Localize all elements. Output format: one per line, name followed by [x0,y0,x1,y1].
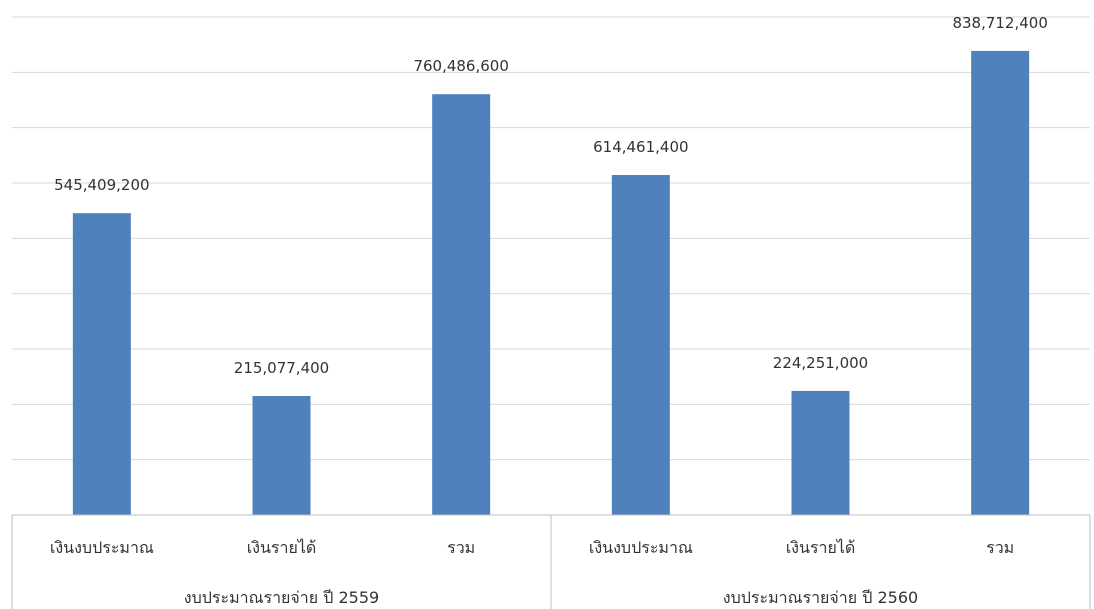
bars [72,50,1030,515]
category-tick-label: เงินรายได้ [247,538,317,557]
bar [611,174,670,515]
data-labels: 545,409,200 215,077,400 760,486,600 614,461… [54,14,1048,377]
data-label: 545,409,200 [54,176,149,194]
bar [791,390,850,515]
data-label: 224,251,000 [773,354,868,372]
bar [72,213,131,515]
data-label: 215,077,400 [234,359,329,377]
category-tick-label: รวม [986,538,1014,557]
category-tick-label: เงินงบประมาณ [50,538,154,557]
group-label: งบประมาณรายจ่าย ปี 2559 [184,588,379,607]
data-label: 838,712,400 [952,14,1047,32]
category-tick-label: เงินงบประมาณ [589,538,693,557]
category-tick-label: รวม [447,538,475,557]
bar [252,395,311,515]
data-label: 614,461,400 [593,138,688,156]
bar [971,50,1030,515]
category-axis: เงินงบประมาณ เงินรายได้ รวมงบประมาณรายจ่าย… [11,514,1091,609]
bar [432,94,491,515]
gridlines [12,16,1090,461]
group-label: งบประมาณรายจ่าย ปี 2560 [723,588,918,607]
category-tick-label: เงินรายได้ [786,538,856,557]
data-label: 760,486,600 [413,57,508,75]
